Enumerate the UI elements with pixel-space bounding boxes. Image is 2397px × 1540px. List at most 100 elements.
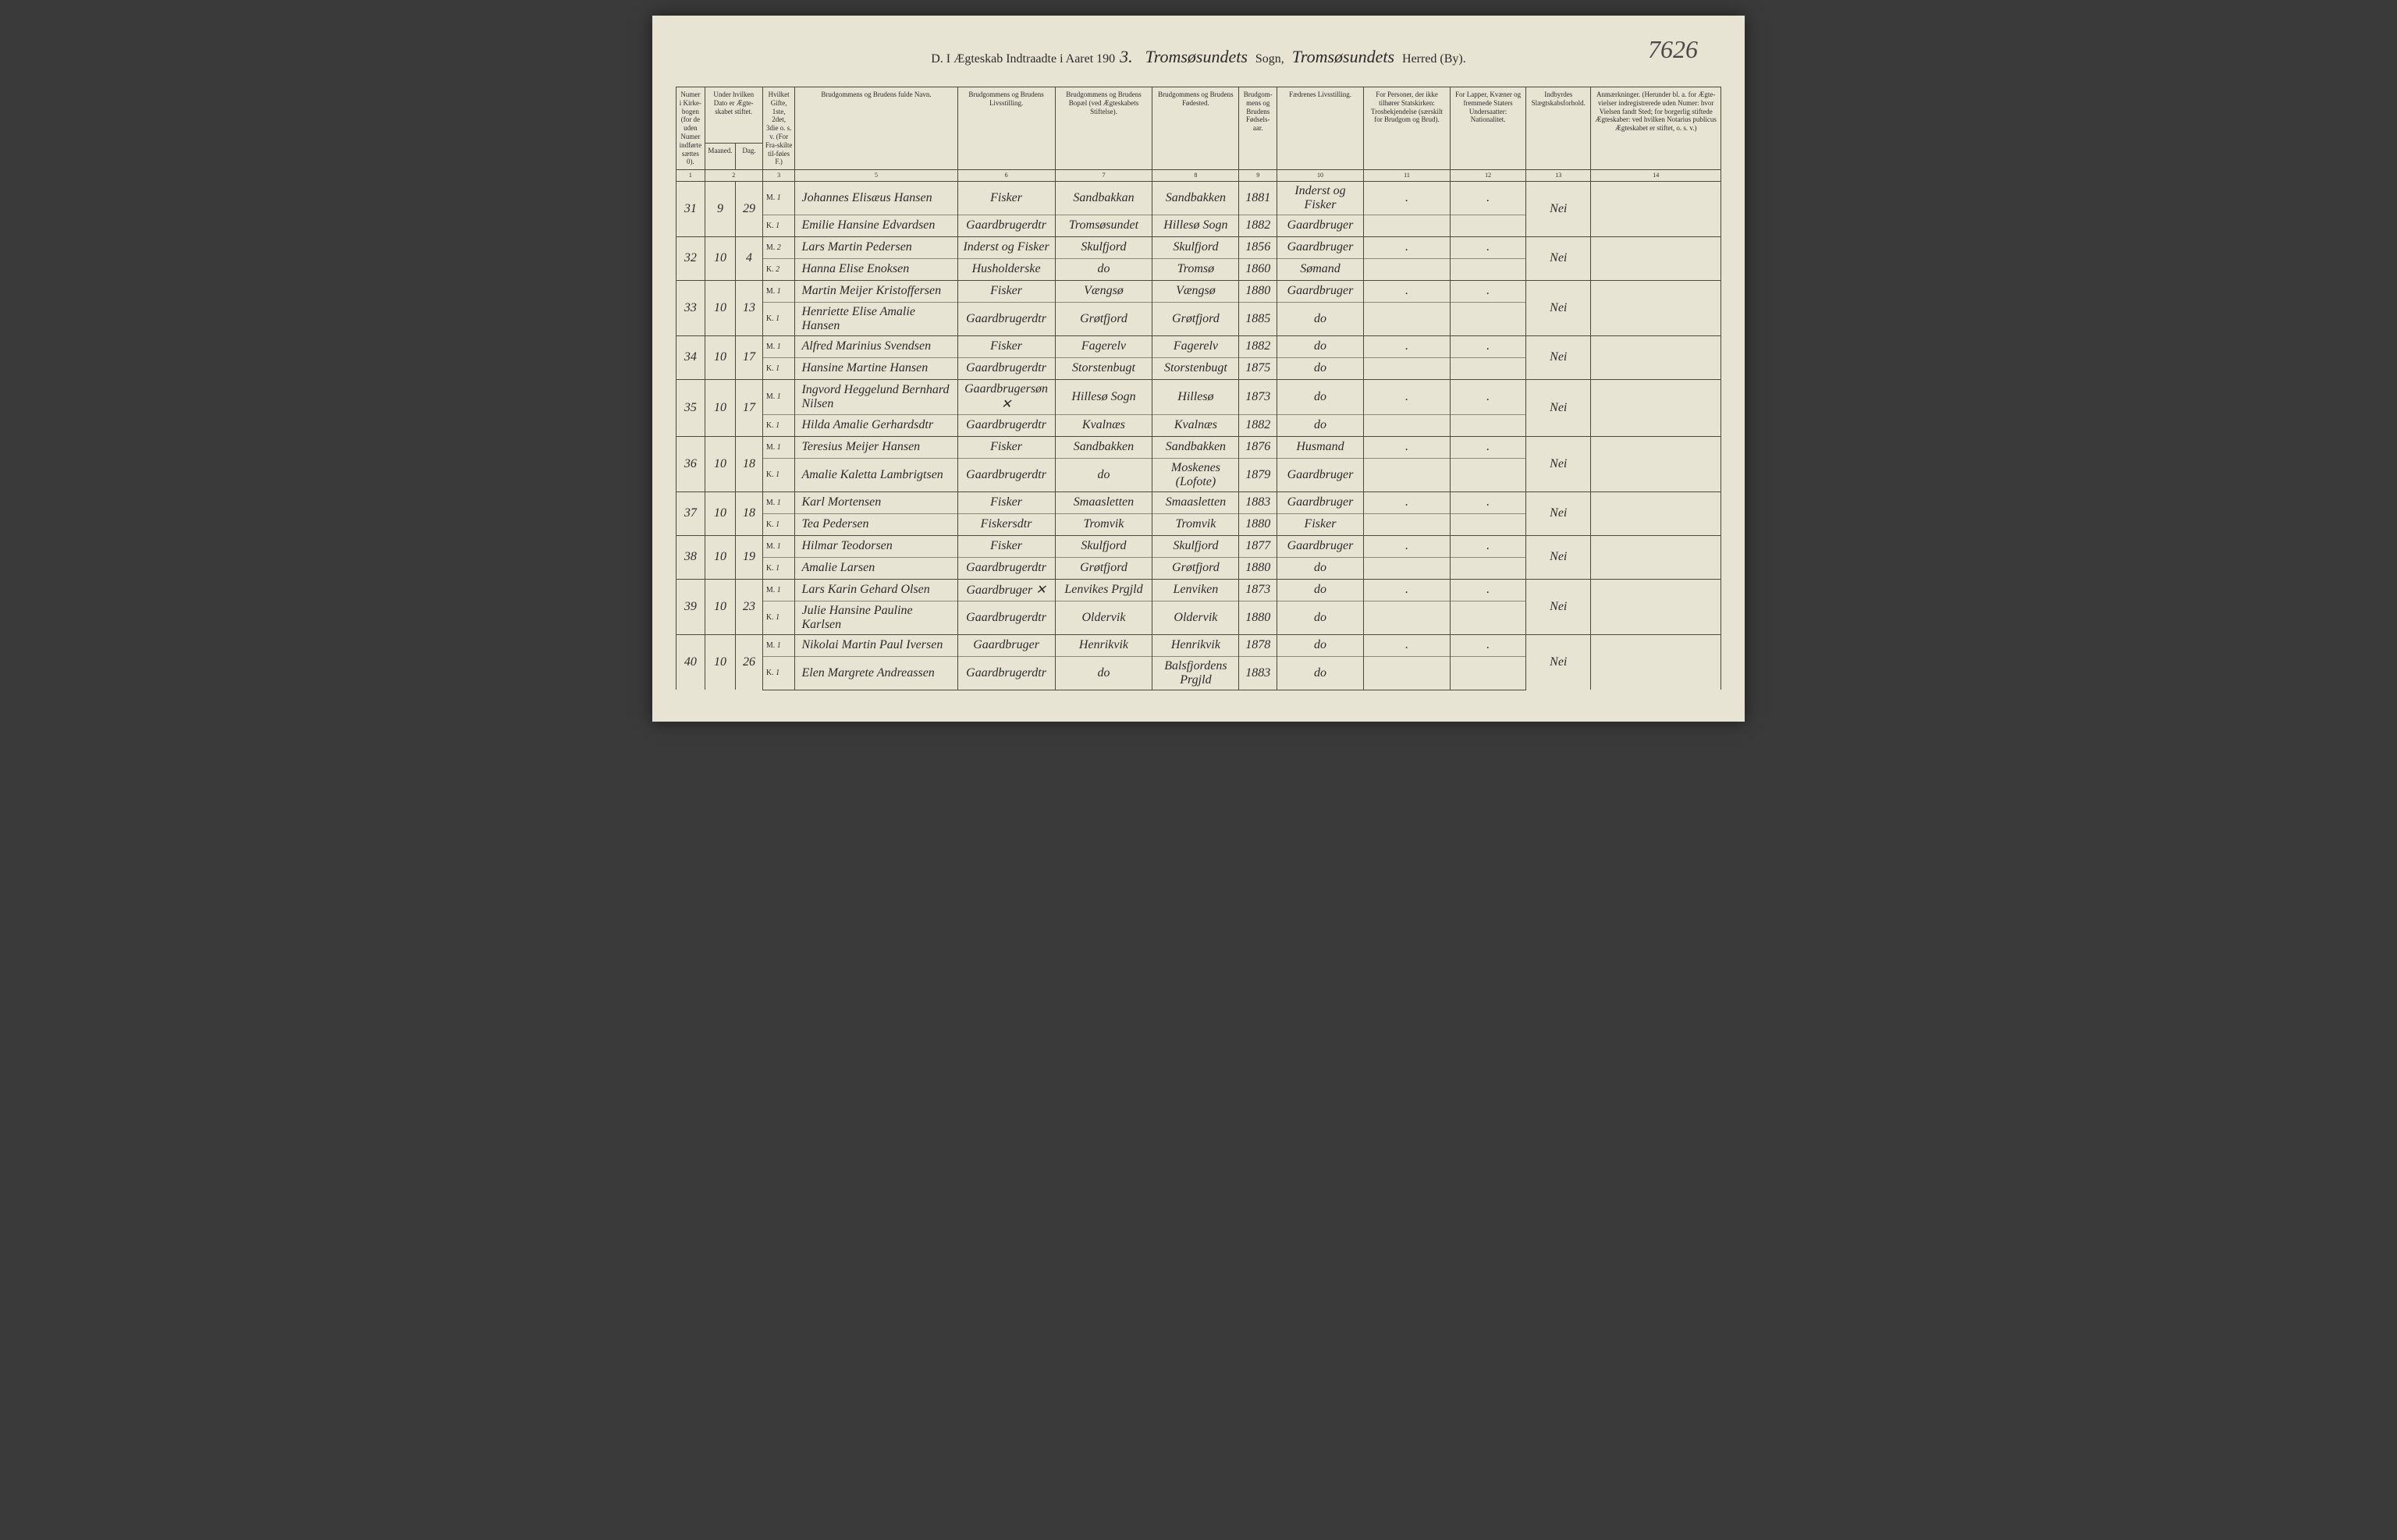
cell-tros: .: [1364, 335, 1451, 357]
cell-faed: Gaardbruger: [1277, 215, 1363, 236]
cell-slaegt: Nei: [1526, 634, 1591, 690]
colnum-9: 9: [1239, 170, 1277, 182]
cell-bopael: Fagerelv: [1055, 335, 1152, 357]
cell-bopael: Sandbakken: [1055, 436, 1152, 458]
cell-mk: M. 1: [762, 634, 795, 656]
cell-dag: 18: [736, 491, 763, 535]
cell-fodested: Henrikvik: [1152, 634, 1239, 656]
colnum-3: 3: [762, 170, 795, 182]
cell-faed: Husmand: [1277, 436, 1363, 458]
cell-maaned: 10: [705, 436, 735, 491]
cell-mk: M. 1: [762, 181, 795, 215]
cell-faed: do: [1277, 379, 1363, 414]
cell-bopael: Henrikvik: [1055, 634, 1152, 656]
cell-tros: [1364, 414, 1451, 436]
cell-bopael: Grøtfjord: [1055, 302, 1152, 335]
cell-slaegt: Nei: [1526, 280, 1591, 335]
cell-nat: .: [1451, 379, 1526, 414]
cell-maaned: 10: [705, 379, 735, 436]
cell-nat: [1451, 458, 1526, 491]
cell-nat: .: [1451, 634, 1526, 656]
cell-maaned: 10: [705, 535, 735, 579]
cell-tros: .: [1364, 436, 1451, 458]
table-row: 341017M. 1Alfred Marinius SvendsenFisker…: [676, 335, 1721, 357]
table-row: 31929M. 1Johannes Elisæus HansenFiskerSa…: [676, 181, 1721, 215]
cell-maaned: 10: [705, 280, 735, 335]
cell-num: 34: [676, 335, 705, 379]
cell-navn: Karl Mortensen: [795, 491, 957, 513]
cell-aar: 1882: [1239, 335, 1277, 357]
cell-maaned: 10: [705, 579, 735, 634]
cell-aar: 1880: [1239, 513, 1277, 535]
cell-maaned: 10: [705, 236, 735, 280]
cell-maaned: 10: [705, 335, 735, 379]
cell-nat: [1451, 414, 1526, 436]
cell-livs: Gaardbrugersøn ✕: [957, 379, 1055, 414]
cell-faed: do: [1277, 335, 1363, 357]
cell-anm: [1591, 379, 1721, 436]
cell-livs: Gaardbrugerdtr: [957, 458, 1055, 491]
cell-anm: [1591, 436, 1721, 491]
cell-mk: M. 2: [762, 236, 795, 258]
table-row: 331013M. 1Martin Meijer KristoffersenFis…: [676, 280, 1721, 302]
cell-navn: Johannes Elisæus Hansen: [795, 181, 957, 215]
cell-nat: [1451, 557, 1526, 579]
cell-bopael: Skulfjord: [1055, 535, 1152, 557]
col-fodested: Brudgommens og Brudens Fødested.: [1152, 87, 1239, 170]
cell-tros: .: [1364, 491, 1451, 513]
cell-dag: 17: [736, 379, 763, 436]
col-navn: Brudgommens og Brudens fulde Navn.: [795, 87, 957, 170]
cell-bopael: Tromsøsundet: [1055, 215, 1152, 236]
col-anmaerkninger: Anmærkninger. (Herunder bl. a. for Ægte-…: [1591, 87, 1721, 170]
cell-aar: 1880: [1239, 601, 1277, 634]
cell-slaegt: Nei: [1526, 181, 1591, 236]
cell-livs: Gaardbrugerdtr: [957, 414, 1055, 436]
cell-bopael: Vængsø: [1055, 280, 1152, 302]
cell-aar: 1878: [1239, 634, 1277, 656]
colnum-13: 13: [1526, 170, 1591, 182]
cell-bopael: Kvalnæs: [1055, 414, 1152, 436]
cell-navn: Tea Pedersen: [795, 513, 957, 535]
cell-aar: 1880: [1239, 557, 1277, 579]
colnum-14: 14: [1591, 170, 1721, 182]
cell-livs: Fisker: [957, 280, 1055, 302]
cell-num: 33: [676, 280, 705, 335]
cell-slaegt: Nei: [1526, 535, 1591, 579]
cell-fodested: Hillesø: [1152, 379, 1239, 414]
cell-maaned: 10: [705, 491, 735, 535]
table-row: 381019M. 1Hilmar TeodorsenFiskerSkulfjor…: [676, 535, 1721, 557]
cell-fodested: Tromvik: [1152, 513, 1239, 535]
cell-tros: .: [1364, 280, 1451, 302]
cell-bopael: Grøtfjord: [1055, 557, 1152, 579]
cell-livs: Fisker: [957, 181, 1055, 215]
cell-livs: Gaardbrugerdtr: [957, 302, 1055, 335]
cell-livs: Gaardbruger: [957, 634, 1055, 656]
cell-nat: .: [1451, 335, 1526, 357]
cell-num: 37: [676, 491, 705, 535]
cell-bopael: Tromvik: [1055, 513, 1152, 535]
cell-anm: [1591, 634, 1721, 690]
cell-bopael: Sandbakkan: [1055, 181, 1152, 215]
register-page: 7626 D. I Ægteskab Indtraadte i Aaret 19…: [652, 16, 1745, 722]
cell-tros: [1364, 258, 1451, 280]
cell-mk: K. 1: [762, 357, 795, 379]
table-row: 32104M. 2Lars Martin PedersenInderst og …: [676, 236, 1721, 258]
cell-tros: .: [1364, 579, 1451, 601]
cell-aar: 1873: [1239, 579, 1277, 601]
cell-bopael: do: [1055, 458, 1152, 491]
cell-faed: do: [1277, 414, 1363, 436]
cell-num: 39: [676, 579, 705, 634]
colnum-5: 5: [795, 170, 957, 182]
cell-bopael: do: [1055, 656, 1152, 690]
cell-fodested: Fagerelv: [1152, 335, 1239, 357]
cell-mk: K. 1: [762, 513, 795, 535]
header-herred-value: Tromsøsundets: [1287, 47, 1399, 66]
col-slaegtskab: Indbyrdes Slægtskabsforhold.: [1526, 87, 1591, 170]
cell-aar: 1880: [1239, 280, 1277, 302]
cell-navn: Elen Margrete Andreassen: [795, 656, 957, 690]
colnum-7: 7: [1055, 170, 1152, 182]
cell-num: 32: [676, 236, 705, 280]
cell-bopael: Oldervik: [1055, 601, 1152, 634]
cell-faed: Sømand: [1277, 258, 1363, 280]
cell-nat: .: [1451, 535, 1526, 557]
